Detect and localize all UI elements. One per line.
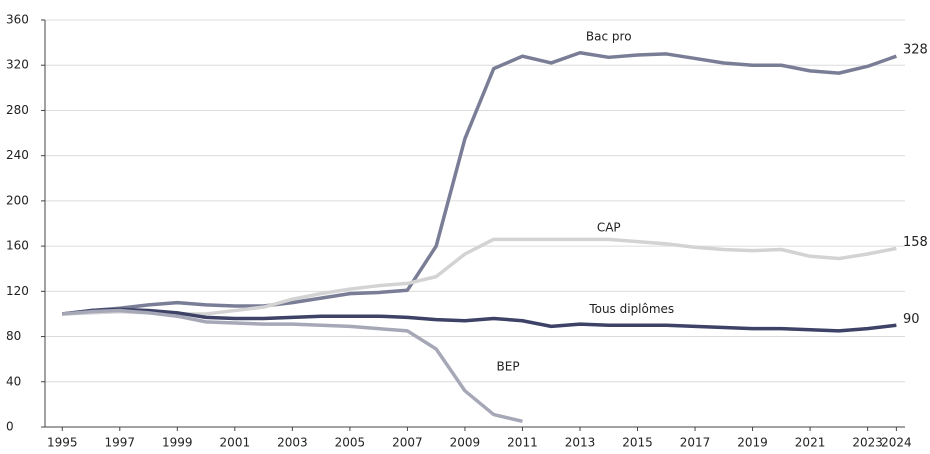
y-tick-label: 200 (6, 193, 29, 207)
series-line (62, 51, 897, 316)
y-tick-label: 80 (6, 329, 21, 343)
x-tick-label: 2009 (450, 436, 481, 450)
x-tick-label: 1995 (47, 436, 78, 450)
y-tick-label: 320 (6, 58, 29, 72)
series-label: Bac pro (586, 29, 632, 43)
x-tick-label: 2017 (680, 436, 711, 450)
x-tick-label: 2019 (737, 436, 768, 450)
x-tick-label: 2003 (277, 436, 308, 450)
x-tick-label: 2024 (881, 436, 912, 450)
x-tick-label: 1997 (105, 436, 136, 450)
series-line (62, 237, 897, 316)
x-tick-label: 2007 (392, 436, 423, 450)
x-tick-label: 2011 (507, 436, 538, 450)
y-tick-label: 40 (6, 374, 21, 388)
x-tick-label: 2021 (795, 436, 826, 450)
y-tick-label: 280 (6, 103, 29, 117)
series-line (62, 307, 897, 333)
x-tick-label: 2013 (565, 436, 596, 450)
x-tick-label: 2023 (852, 436, 883, 450)
series-label: BEP (497, 360, 520, 374)
end-value-label: 90 (903, 312, 920, 327)
series-line (62, 308, 523, 424)
y-tick-label: 120 (6, 284, 29, 298)
x-tick-label: 2015 (622, 436, 653, 450)
x-tick-label: 2001 (220, 436, 251, 450)
series-label: Tous diplômes (588, 302, 674, 316)
y-tick-label: 0 (6, 420, 14, 434)
y-tick-label: 240 (6, 148, 29, 162)
y-tick-label: 160 (6, 239, 29, 253)
series-label: CAP (597, 221, 621, 235)
x-tick-label: 2005 (335, 436, 366, 450)
x-tick-label: 1999 (162, 436, 193, 450)
end-value-label: 328 (903, 43, 928, 58)
y-tick-label: 360 (6, 13, 29, 27)
end-value-label: 158 (903, 235, 928, 250)
